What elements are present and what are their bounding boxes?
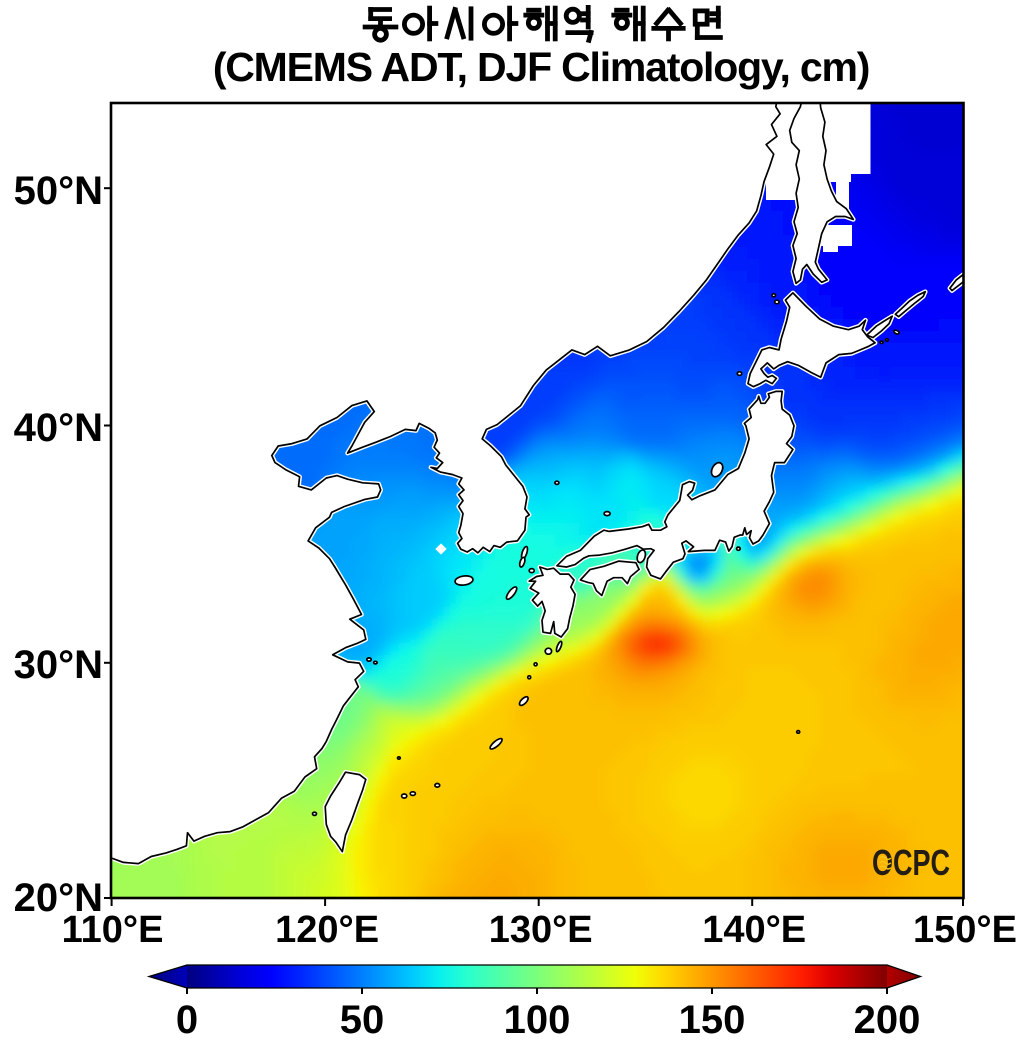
svg-text:OCPC: OCPC	[872, 842, 950, 883]
